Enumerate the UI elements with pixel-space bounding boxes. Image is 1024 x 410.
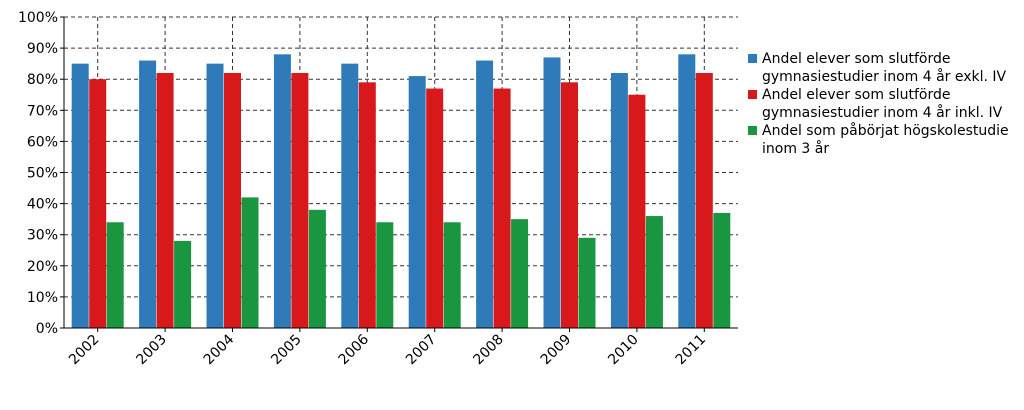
x-tick-label: 2011 xyxy=(673,332,710,369)
x-tick-label: 2003 xyxy=(133,332,170,369)
bar-2008-series-2 xyxy=(511,219,529,328)
y-tick-label: 10% xyxy=(27,290,58,306)
bars xyxy=(71,54,731,329)
legend-swatch-0 xyxy=(748,54,757,63)
bar-2006-series-2 xyxy=(376,222,394,328)
y-tick-label: 70% xyxy=(27,103,58,119)
bar-2006-series-1 xyxy=(358,82,376,328)
y-tick-label: 100% xyxy=(18,10,58,26)
legend: Andel elever som slutförde gymnasiestudi… xyxy=(748,50,1018,158)
bar-2007-series-2 xyxy=(443,222,461,328)
y-tick-label: 30% xyxy=(27,228,58,244)
bar-2002-series-1 xyxy=(89,79,107,328)
x-tick-label: 2008 xyxy=(470,332,507,369)
bar-2010-series-2 xyxy=(645,216,663,328)
y-axis-ticks: 0% 10% 20% 30% 40% 50% 60% 70% 80% 90% 100% xyxy=(18,10,64,337)
y-tick-label: 0% xyxy=(36,321,58,337)
legend-swatch-2 xyxy=(748,126,757,135)
bar-2004-series-0 xyxy=(206,63,224,329)
bar-2006-series-0 xyxy=(341,63,359,329)
legend-item-1: Andel elever som slutförde gymnasiestudi… xyxy=(748,86,1018,122)
y-tick-label: 40% xyxy=(27,197,58,213)
legend-label-0: Andel elever som slutförde gymnasiestudi… xyxy=(762,51,1007,85)
bar-2008-series-1 xyxy=(493,88,511,328)
bar-2007-series-0 xyxy=(408,76,426,328)
bar-2005-series-0 xyxy=(273,54,291,328)
x-tick-label: 2002 xyxy=(66,332,103,369)
x-axis-ticks: 2002 2003 2004 2005 2006 2007 2008 2009 2010 2011 xyxy=(66,328,709,368)
bar-2003-series-1 xyxy=(156,72,174,328)
bar-2005-series-2 xyxy=(308,209,326,328)
bar-2010-series-0 xyxy=(610,72,628,328)
x-tick-label: 2009 xyxy=(538,332,575,369)
y-tick-label: 50% xyxy=(27,166,58,182)
x-tick-label: 2006 xyxy=(336,331,373,368)
bar-2003-series-2 xyxy=(174,240,192,328)
legend-swatch-1 xyxy=(748,90,757,99)
x-tick-label: 2010 xyxy=(605,332,642,369)
legend-label-2: Andel som påbörjat högskolestudie inom 3… xyxy=(762,123,1009,157)
y-tick-label: 60% xyxy=(27,134,58,150)
bar-2011-series-2 xyxy=(713,212,731,328)
x-tick-label: 2005 xyxy=(268,332,305,369)
x-tick-label: 2004 xyxy=(201,331,238,368)
legend-item-0: Andel elever som slutförde gymnasiestudi… xyxy=(748,50,1018,86)
bar-2007-series-1 xyxy=(426,88,444,328)
bar-2002-series-0 xyxy=(71,63,89,329)
bar-2008-series-0 xyxy=(476,60,494,328)
bar-2005-series-1 xyxy=(291,72,309,328)
x-tick-label: 2007 xyxy=(403,332,440,369)
y-tick-label: 20% xyxy=(27,259,58,275)
bar-2004-series-2 xyxy=(241,197,259,328)
bar-2009-series-0 xyxy=(543,57,561,329)
bar-2002-series-2 xyxy=(106,222,124,328)
bar-2011-series-0 xyxy=(678,54,696,328)
y-tick-label: 90% xyxy=(27,41,58,57)
legend-item-2: Andel som påbörjat högskolestudie inom 3… xyxy=(748,122,1018,158)
bar-2003-series-0 xyxy=(139,60,157,328)
legend-label-1: Andel elever som slutförde gymnasiestudi… xyxy=(762,87,1003,121)
y-tick-label: 80% xyxy=(27,72,58,88)
bar-2010-series-1 xyxy=(628,94,646,328)
bar-2004-series-1 xyxy=(224,72,241,328)
bar-2009-series-2 xyxy=(578,237,596,328)
bar-2011-series-1 xyxy=(695,72,713,328)
bar-2009-series-1 xyxy=(561,82,578,328)
